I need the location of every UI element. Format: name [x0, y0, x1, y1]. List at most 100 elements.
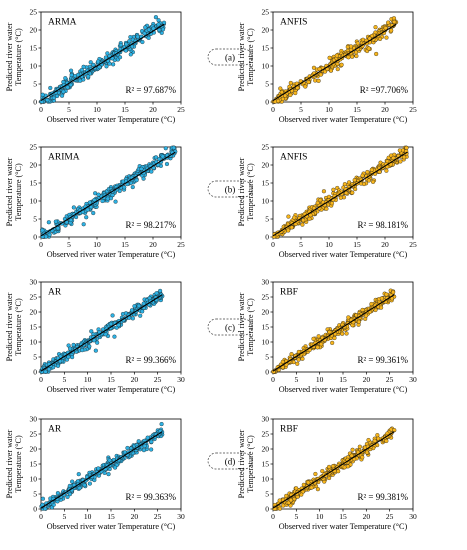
x-tick-label: 0: [39, 240, 43, 249]
scatter-point: [392, 19, 397, 25]
scatter-point: [112, 334, 117, 339]
scatter-point: [80, 348, 85, 353]
x-tick-label: 5: [299, 105, 303, 114]
scatter-point: [356, 319, 362, 324]
panel-tag-text: (c): [225, 323, 235, 333]
x-tick-label: 10: [316, 512, 324, 521]
scatter-point: [81, 222, 86, 227]
scatter-point: [86, 74, 91, 79]
scatter-point: [373, 25, 378, 30]
y-tick-label: 0: [33, 505, 37, 514]
y-tick-label: 30: [30, 278, 38, 287]
x-tick-label: 0: [39, 105, 43, 114]
fit-line: [272, 23, 397, 102]
scatter-point: [294, 486, 299, 491]
scatter-point: [163, 146, 168, 151]
scatter-point: [160, 154, 165, 159]
x-tick-label: 0: [271, 105, 275, 114]
scatter-point: [55, 491, 60, 496]
y-axis-label: Predicted river waterTemperature (°C): [5, 157, 23, 226]
scatter-points: [39, 421, 165, 511]
x-tick-label: 25: [386, 375, 394, 384]
scatter-point: [372, 438, 377, 443]
model-label-bg: [44, 150, 83, 162]
r2-label: R² = 99.361%: [357, 355, 408, 365]
scatter-point: [110, 313, 115, 318]
r2-label: R² = 99.363%: [125, 492, 176, 502]
scatter-point: [76, 72, 81, 77]
scatter-point: [40, 496, 45, 501]
scatter-point: [91, 62, 96, 67]
y-tick-label: 25: [262, 8, 270, 17]
scatter-point: [286, 214, 291, 219]
scatter-point: [40, 228, 45, 233]
scatter-point: [316, 334, 321, 339]
scatter-point: [329, 201, 335, 206]
scatter-point: [319, 342, 324, 347]
scatter-point: [113, 465, 118, 470]
r2-label: R² = 98.217%: [125, 220, 176, 230]
r2-label-bg: [351, 353, 411, 366]
scatter-point: [277, 498, 282, 503]
scatter-point: [327, 55, 332, 60]
y-axis-label: Predicted river waterTemperature (°C): [237, 157, 255, 226]
model-label-bg: [276, 150, 315, 162]
x-tick-label: 15: [107, 512, 115, 521]
scatter-point: [293, 90, 298, 96]
r2-label-bg: [119, 353, 179, 366]
panel-tag-3: (c): [207, 318, 253, 336]
scatter-point: [132, 304, 137, 309]
r2-label-bg: [119, 83, 179, 96]
scatter-point: [320, 469, 325, 474]
scatter-point: [384, 168, 389, 173]
scatter-point: [68, 68, 74, 73]
scatter-point: [370, 179, 376, 184]
scatter-point: [374, 51, 379, 57]
model-label: AR: [48, 425, 62, 435]
scatter-point: [346, 55, 351, 60]
scatter-point: [158, 288, 163, 293]
x-tick-label: 15: [339, 512, 347, 521]
scatter-point: [153, 155, 159, 160]
scatter-point: [141, 176, 146, 181]
scatter-point: [327, 464, 332, 469]
x-tick-label: 15: [339, 375, 347, 384]
scatter-point: [366, 178, 371, 183]
scatter-point: [311, 336, 316, 341]
y-tick-label: 0: [33, 98, 37, 107]
scatter-point: [345, 464, 350, 469]
x-axis-label: Observed river water Temperature (°C): [279, 385, 408, 394]
scatter-point: [295, 361, 300, 366]
scatter-point: [127, 39, 132, 44]
scatter-point: [284, 493, 289, 498]
y-tick-label: 25: [262, 143, 270, 152]
scatter-point: [276, 98, 281, 104]
scatter-point: [130, 316, 135, 321]
scatter-point: [309, 485, 314, 490]
scatter-point: [134, 178, 139, 183]
scatter-point: [289, 352, 294, 357]
scatter-point: [46, 220, 51, 225]
x-tick-label: 5: [62, 512, 66, 521]
model-label: ARMA: [48, 18, 77, 28]
scatter-point: [96, 466, 101, 471]
y-tick-label: 10: [30, 475, 38, 484]
scatter-point: [311, 65, 317, 70]
x-tick-label: 10: [316, 375, 324, 384]
x-tick-label: 20: [131, 512, 139, 521]
scatter-point: [391, 155, 396, 160]
model-label: ANFIS: [280, 18, 307, 28]
scatter-point: [349, 453, 354, 458]
x-tick-label: 20: [149, 105, 157, 114]
y-tick-label: 15: [30, 323, 38, 332]
model-label-bg: [276, 15, 315, 27]
scatter-point: [145, 435, 150, 440]
scatter-point: [87, 481, 92, 486]
x-tick-label: 10: [84, 375, 92, 384]
y-tick-label: 0: [265, 505, 269, 514]
scatter-point: [361, 181, 367, 187]
scatter-point: [65, 494, 70, 499]
